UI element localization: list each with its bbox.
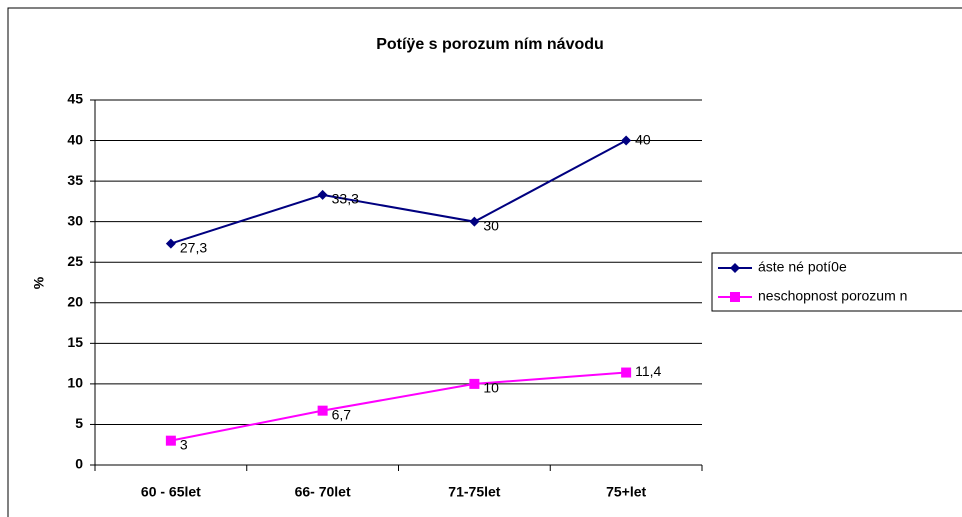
data-point (317, 189, 328, 200)
legend-label: áste né potí0e (758, 259, 847, 275)
x-tick-label: 66- 70let (295, 484, 351, 500)
y-tick-label: 30 (67, 212, 83, 228)
legend-label: neschopnost porozum n (758, 288, 907, 304)
y-tick-label: 10 (67, 375, 83, 391)
legend-box (711, 252, 962, 312)
y-tick-label: 5 (75, 415, 83, 431)
y-tick-label: 0 (75, 456, 83, 472)
data-point (621, 135, 632, 146)
data-label: 40 (635, 131, 651, 147)
data-label: 10 (483, 380, 499, 396)
x-tick-label: 60 - 65let (141, 484, 201, 500)
data-point (165, 238, 176, 249)
data-point (469, 378, 480, 389)
chart-border (7, 7, 962, 517)
data-point (317, 405, 328, 416)
y-axis-label: % (31, 276, 47, 289)
data-label: 6,7 (332, 406, 352, 422)
y-tick-label: 40 (67, 131, 83, 147)
y-tick-label: 20 (67, 293, 83, 309)
data-point (469, 216, 480, 227)
legend-marker (730, 292, 740, 302)
data-label: 33,3 (332, 191, 359, 207)
series-line (170, 139, 627, 245)
data-point (165, 435, 176, 446)
data-label: 3 (180, 436, 188, 452)
chart-title: Potíÿe s porozum ním návodu (376, 36, 604, 53)
legend-marker (730, 263, 740, 273)
y-tick-label: 35 (67, 172, 83, 188)
y-tick-label: 45 (67, 91, 83, 107)
x-tick-label: 75+let (606, 484, 646, 500)
y-tick-label: 15 (67, 334, 83, 350)
data-label: 27,3 (180, 239, 207, 255)
data-point (621, 367, 632, 378)
data-label: 30 (483, 217, 499, 233)
data-label: 11,4 (635, 363, 661, 379)
series-line (170, 371, 627, 442)
y-tick-label: 25 (67, 253, 83, 269)
x-tick-label: 71-75let (448, 484, 500, 500)
